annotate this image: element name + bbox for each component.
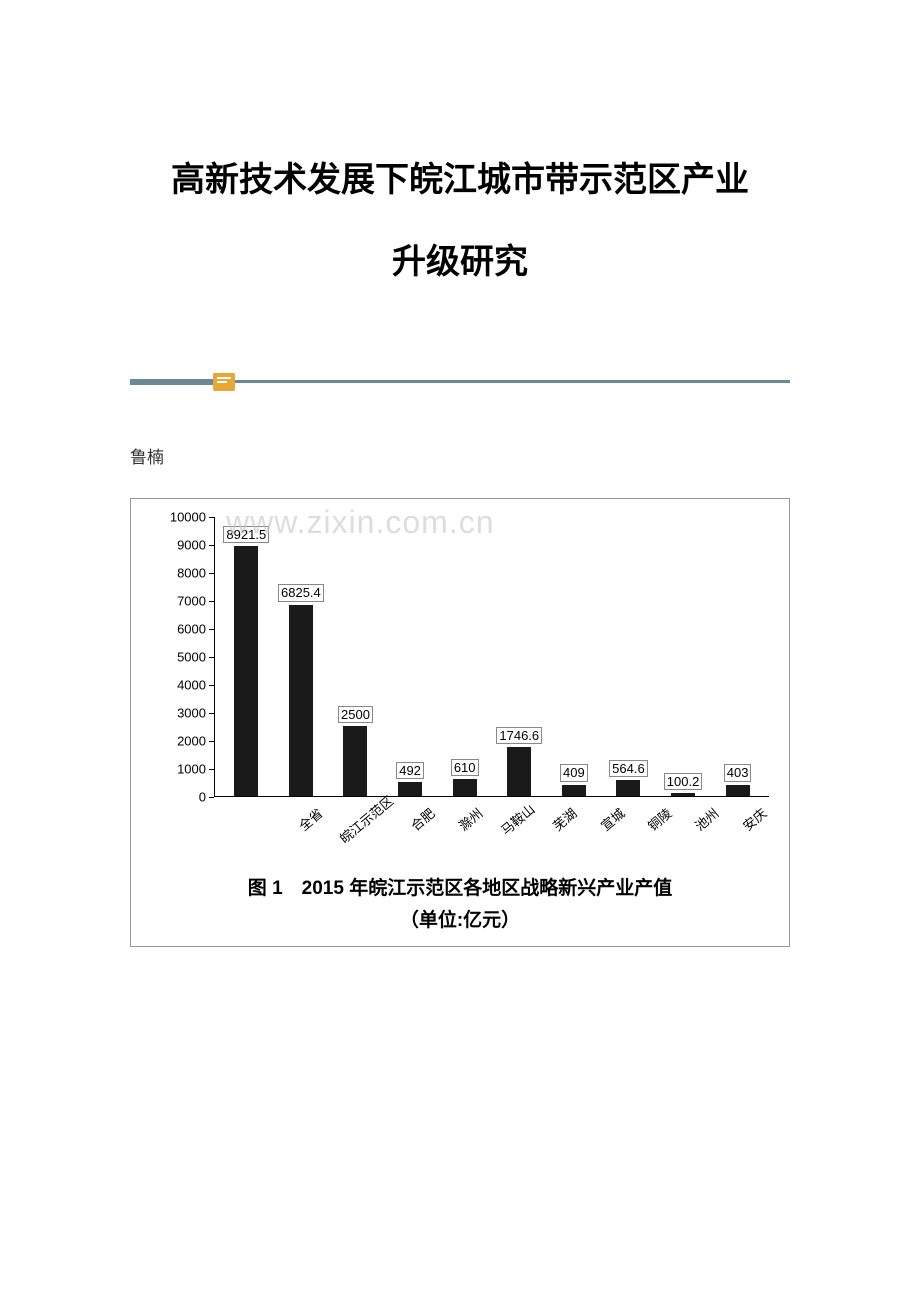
bar-value-label: 564.6 bbox=[609, 760, 648, 778]
bar-value-label: 6825.4 bbox=[278, 584, 324, 602]
x-axis-label: 池州 bbox=[676, 789, 731, 842]
divider-line-left bbox=[130, 379, 213, 385]
y-tick-label: 8000 bbox=[177, 566, 206, 581]
y-tick-label: 9000 bbox=[177, 538, 206, 553]
bar-value-label: 2500 bbox=[338, 706, 373, 724]
x-axis-label: 全省 bbox=[280, 789, 335, 842]
y-tick-mark bbox=[209, 797, 214, 798]
bar-wrapper: 2500 bbox=[328, 517, 383, 796]
bar-value-label: 100.2 bbox=[664, 773, 703, 791]
bar-wrapper: 1746.6 bbox=[492, 517, 547, 796]
bar bbox=[507, 747, 531, 796]
bar bbox=[289, 605, 313, 796]
x-axis-label: 安庆 bbox=[723, 789, 778, 842]
author-name: 鲁楠 bbox=[130, 443, 790, 468]
bar-value-label: 492 bbox=[396, 762, 424, 780]
bar-wrapper: 610 bbox=[437, 517, 492, 796]
title-line-1: 高新技术发展下皖江城市带示范区产业 bbox=[80, 140, 840, 222]
document-title: 高新技术发展下皖江城市带示范区产业 升级研究 bbox=[0, 0, 920, 303]
x-axis-label: 铜陵 bbox=[629, 789, 684, 842]
y-tick-label: 6000 bbox=[177, 622, 206, 637]
section-divider bbox=[130, 373, 790, 393]
y-tick-label: 1000 bbox=[177, 762, 206, 777]
x-axis-label: 宣城 bbox=[581, 789, 636, 842]
x-axis-label: 滁州 bbox=[439, 789, 494, 842]
y-tick-label: 2000 bbox=[177, 734, 206, 749]
x-axis-label: 芜湖 bbox=[534, 789, 589, 842]
bar-wrapper: 492 bbox=[383, 517, 438, 796]
chart-container: www.zixin.com.cn 01000200030004000500060… bbox=[130, 498, 790, 947]
y-tick-label: 3000 bbox=[177, 706, 206, 721]
bar-wrapper: 409 bbox=[547, 517, 602, 796]
y-tick-label: 4000 bbox=[177, 678, 206, 693]
bar-wrapper: 6825.4 bbox=[274, 517, 329, 796]
bar-value-label: 403 bbox=[724, 764, 752, 782]
bar bbox=[726, 785, 750, 796]
y-tick-label: 7000 bbox=[177, 594, 206, 609]
bar-wrapper: 100.2 bbox=[656, 517, 711, 796]
chart-caption: 图 1 2015 年皖江示范区各地区战略新兴产业产值 （单位:亿元） bbox=[131, 873, 789, 938]
bar-value-label: 8921.5 bbox=[223, 526, 269, 544]
bar-wrapper: 564.6 bbox=[601, 517, 656, 796]
bar-wrapper: 403 bbox=[710, 517, 765, 796]
chart-area: 0100020003000400050006000700080009000100… bbox=[159, 517, 769, 797]
x-axis-label: 马鞍山 bbox=[487, 789, 542, 842]
caption-line-2: （单位:亿元） bbox=[151, 905, 769, 937]
y-tick-label: 0 bbox=[199, 790, 206, 805]
bar-wrapper: 8921.5 bbox=[219, 517, 274, 796]
x-axis-label: 合肥 bbox=[392, 789, 447, 842]
y-axis: 0100020003000400050006000700080009000100… bbox=[159, 517, 214, 797]
y-tick-label: 10000 bbox=[170, 510, 206, 525]
bar-value-label: 409 bbox=[560, 764, 588, 782]
bar bbox=[343, 726, 367, 796]
bar bbox=[398, 782, 422, 796]
bars-container: 8921.5 6825.4 2500 492 610 1746.6 409 564.6 100.… bbox=[215, 517, 769, 796]
title-line-2: 升级研究 bbox=[80, 222, 840, 304]
x-axis-labels: 全省皖江示范区合肥滁州马鞍山芜湖宣城铜陵池州安庆 bbox=[270, 796, 769, 833]
divider-line-right bbox=[235, 380, 790, 383]
y-tick-label: 5000 bbox=[177, 650, 206, 665]
bar-value-label: 610 bbox=[451, 759, 479, 777]
bar bbox=[234, 546, 258, 796]
plot-area: 8921.5 6825.4 2500 492 610 1746.6 409 564.6 100.… bbox=[214, 517, 769, 797]
note-icon bbox=[213, 373, 235, 391]
bar-value-label: 1746.6 bbox=[496, 727, 542, 745]
caption-line-1: 图 1 2015 年皖江示范区各地区战略新兴产业产值 bbox=[151, 873, 769, 905]
